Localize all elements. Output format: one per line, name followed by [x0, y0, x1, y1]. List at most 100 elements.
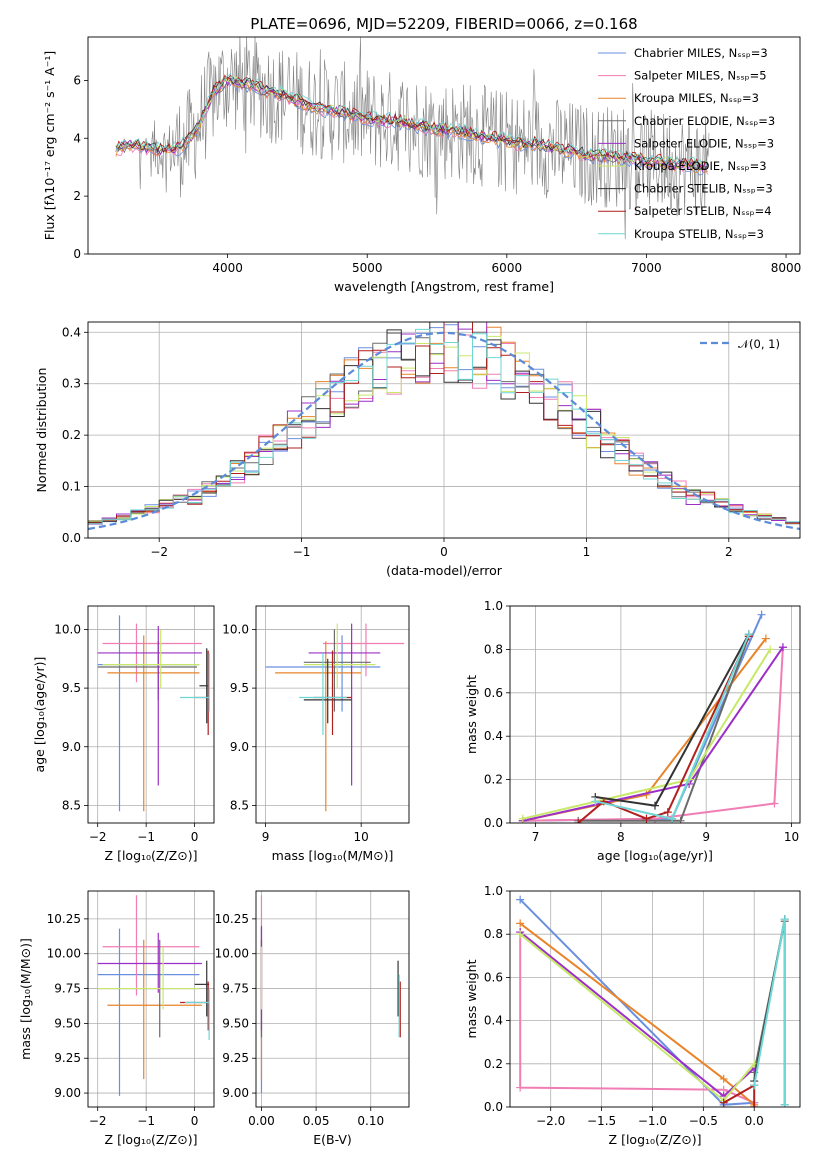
y-tick-label: 6	[73, 73, 81, 87]
x-tick-label: 8000	[771, 261, 802, 275]
mass-weight-line	[519, 931, 755, 1098]
plot-area	[115, 37, 710, 240]
legend-label: Kroupa ELODIE, Nₛₛₚ=3	[634, 159, 767, 173]
panel-mass_weight_vs_Z: −2.0 −1.5 −1.0 −0.5 0.0 0.0 0.2 0.4 0.6 0.8 1.0 Z […	[464, 884, 801, 1147]
x-tick-label: −1	[137, 830, 155, 844]
y-tick-label: 0.6	[484, 970, 503, 984]
mass-weight-line	[595, 633, 750, 820]
y-tick-label: 10.0	[54, 622, 81, 636]
data-point-marker	[516, 895, 525, 904]
x-tick-label: 2	[725, 545, 733, 559]
x-tick-label: 0.0	[745, 1114, 764, 1128]
axes-frame	[509, 605, 801, 824]
y-axis-label: Flux [fλ10⁻¹⁷ erg cm⁻² s⁻¹ A⁻¹]	[42, 51, 57, 240]
mass-weight-line	[519, 898, 755, 1106]
x-tick-label: −2.0	[536, 1114, 565, 1128]
data-point-marker	[780, 1100, 789, 1107]
y-tick-label: 0.0	[484, 816, 503, 830]
x-tick-label: −1.0	[638, 1114, 667, 1128]
y-tick-label: 9.75	[222, 982, 249, 996]
y-tick-label: 10.25	[47, 912, 81, 926]
y-tick-label: 2	[73, 189, 81, 203]
y-tick-label: 0.2	[484, 1057, 503, 1071]
y-tick-label: 9.25	[222, 1051, 249, 1065]
mass-weight-line	[522, 646, 784, 822]
y-tick-label: 9.0	[230, 740, 249, 754]
residual-histogram	[88, 328, 800, 525]
x-tick-label: 5000	[352, 261, 383, 275]
data-point-marker	[642, 814, 651, 823]
data-point-marker	[591, 797, 600, 806]
panel-age_vs_mass: 9 10 8.5 9.0 9.5 10.0 mass [log₁₀(M/M⊙)]	[222, 605, 410, 863]
mass-weight-line	[578, 636, 750, 822]
x-tick-label: −1.5	[587, 1114, 616, 1128]
axes-frame	[87, 890, 215, 1108]
panel-mass_vs_EBV: 0.00 0.05 0.10 9.00 9.25 9.50 9.75 10.00 10.25 E(…	[215, 890, 410, 1147]
x-axis-label: (data-model)/error	[386, 563, 503, 578]
axes-frame	[87, 605, 215, 824]
data-point-marker	[750, 1081, 759, 1090]
legend-label: Salpeter MILES, Nₛₛₚ=5	[634, 69, 767, 83]
legend-label: Chabrier MILES, Nₛₛₚ=3	[634, 46, 768, 60]
x-tick-label: 7000	[631, 261, 662, 275]
mass-weight-line	[522, 647, 784, 822]
data-point-marker	[668, 814, 677, 823]
y-tick-label: 4	[73, 131, 81, 145]
plot-area	[265, 623, 405, 812]
y-tick-label: 0.3	[62, 377, 81, 391]
data-point-marker	[778, 643, 787, 652]
data-point-marker	[516, 930, 525, 939]
model-spectrum-line	[115, 74, 709, 169]
panel-mass_vs_Z: −2 −1 0 9.00 9.25 9.50 9.75 10.00 10.25 Z [log₁₀(…	[18, 890, 215, 1147]
legend-label: Salpeter STELIB, Nₛₛₚ=4	[634, 204, 772, 218]
model-spectrum-line	[115, 73, 709, 169]
axes-frame	[509, 890, 801, 1108]
legend-label: Chabrier ELODIE, Nₛₛₚ=3	[634, 114, 775, 128]
x-tick-label: −1	[137, 1114, 155, 1128]
x-axis-label: Z [log₁₀(Z/Z⊙)]	[609, 1132, 702, 1147]
legend-label: Salpeter ELODIE, Nₛₛₚ=3	[634, 136, 774, 150]
x-tick-label: 0	[440, 545, 448, 559]
data-point-marker	[676, 816, 685, 823]
mass-weight-line	[519, 922, 755, 1106]
y-tick-label: 8.5	[62, 798, 81, 812]
x-axis-label: age [log₁₀(age/yr)]	[597, 848, 713, 863]
data-point-marker	[516, 919, 525, 928]
y-tick-label: 9.25	[54, 1051, 81, 1065]
plot-area	[516, 895, 789, 1107]
mass-weight-line	[577, 635, 750, 823]
y-axis-label: Normed distribution	[34, 368, 49, 493]
plot-area	[260, 895, 401, 1094]
plot-area	[88, 322, 800, 531]
y-tick-label: 0.4	[484, 1014, 503, 1028]
data-point-marker	[770, 799, 779, 808]
data-point-marker	[750, 1103, 759, 1107]
x-axis-label: mass [log₁₀(M/M⊙)]	[272, 848, 394, 863]
x-tick-label: −2	[89, 830, 107, 844]
chart-title: PLATE=0696, MJD=52209, FIBERID=0066, z=0…	[250, 15, 637, 33]
y-tick-label: 0.2	[484, 773, 503, 787]
x-tick-label: 7	[532, 830, 540, 844]
y-tick-label: 10.25	[215, 912, 249, 926]
data-point-marker	[757, 610, 766, 619]
legend-label: Kroupa MILES, Nₛₛₚ=3	[634, 91, 759, 105]
panel-mass_weight_vs_age: 7 8 9 10 0.0 0.2 0.4 0.6 0.8 1.0 age [log₁₀(age/yr…	[464, 599, 801, 863]
y-tick-label: 9.00	[54, 1086, 81, 1100]
legend-label: 𝒩(0, 1)	[738, 337, 780, 351]
plot-area	[518, 610, 787, 823]
data-point-marker	[651, 801, 659, 810]
x-tick-label: 8	[617, 830, 625, 844]
data-point-marker	[761, 634, 770, 643]
data-point-marker	[663, 808, 672, 817]
y-tick-label: 9.50	[222, 1016, 249, 1030]
x-axis-label: wavelength [Angstrom, rest frame]	[334, 279, 554, 294]
x-tick-label: 9	[702, 830, 710, 844]
y-tick-label: 9.0	[62, 740, 81, 754]
y-tick-label: 1.0	[484, 884, 503, 898]
data-point-marker	[518, 814, 527, 823]
gaussian-curve	[88, 331, 800, 531]
x-tick-label: −1	[293, 545, 311, 559]
y-tick-label: 9.75	[54, 982, 81, 996]
y-tick-label: 0.8	[484, 642, 503, 656]
